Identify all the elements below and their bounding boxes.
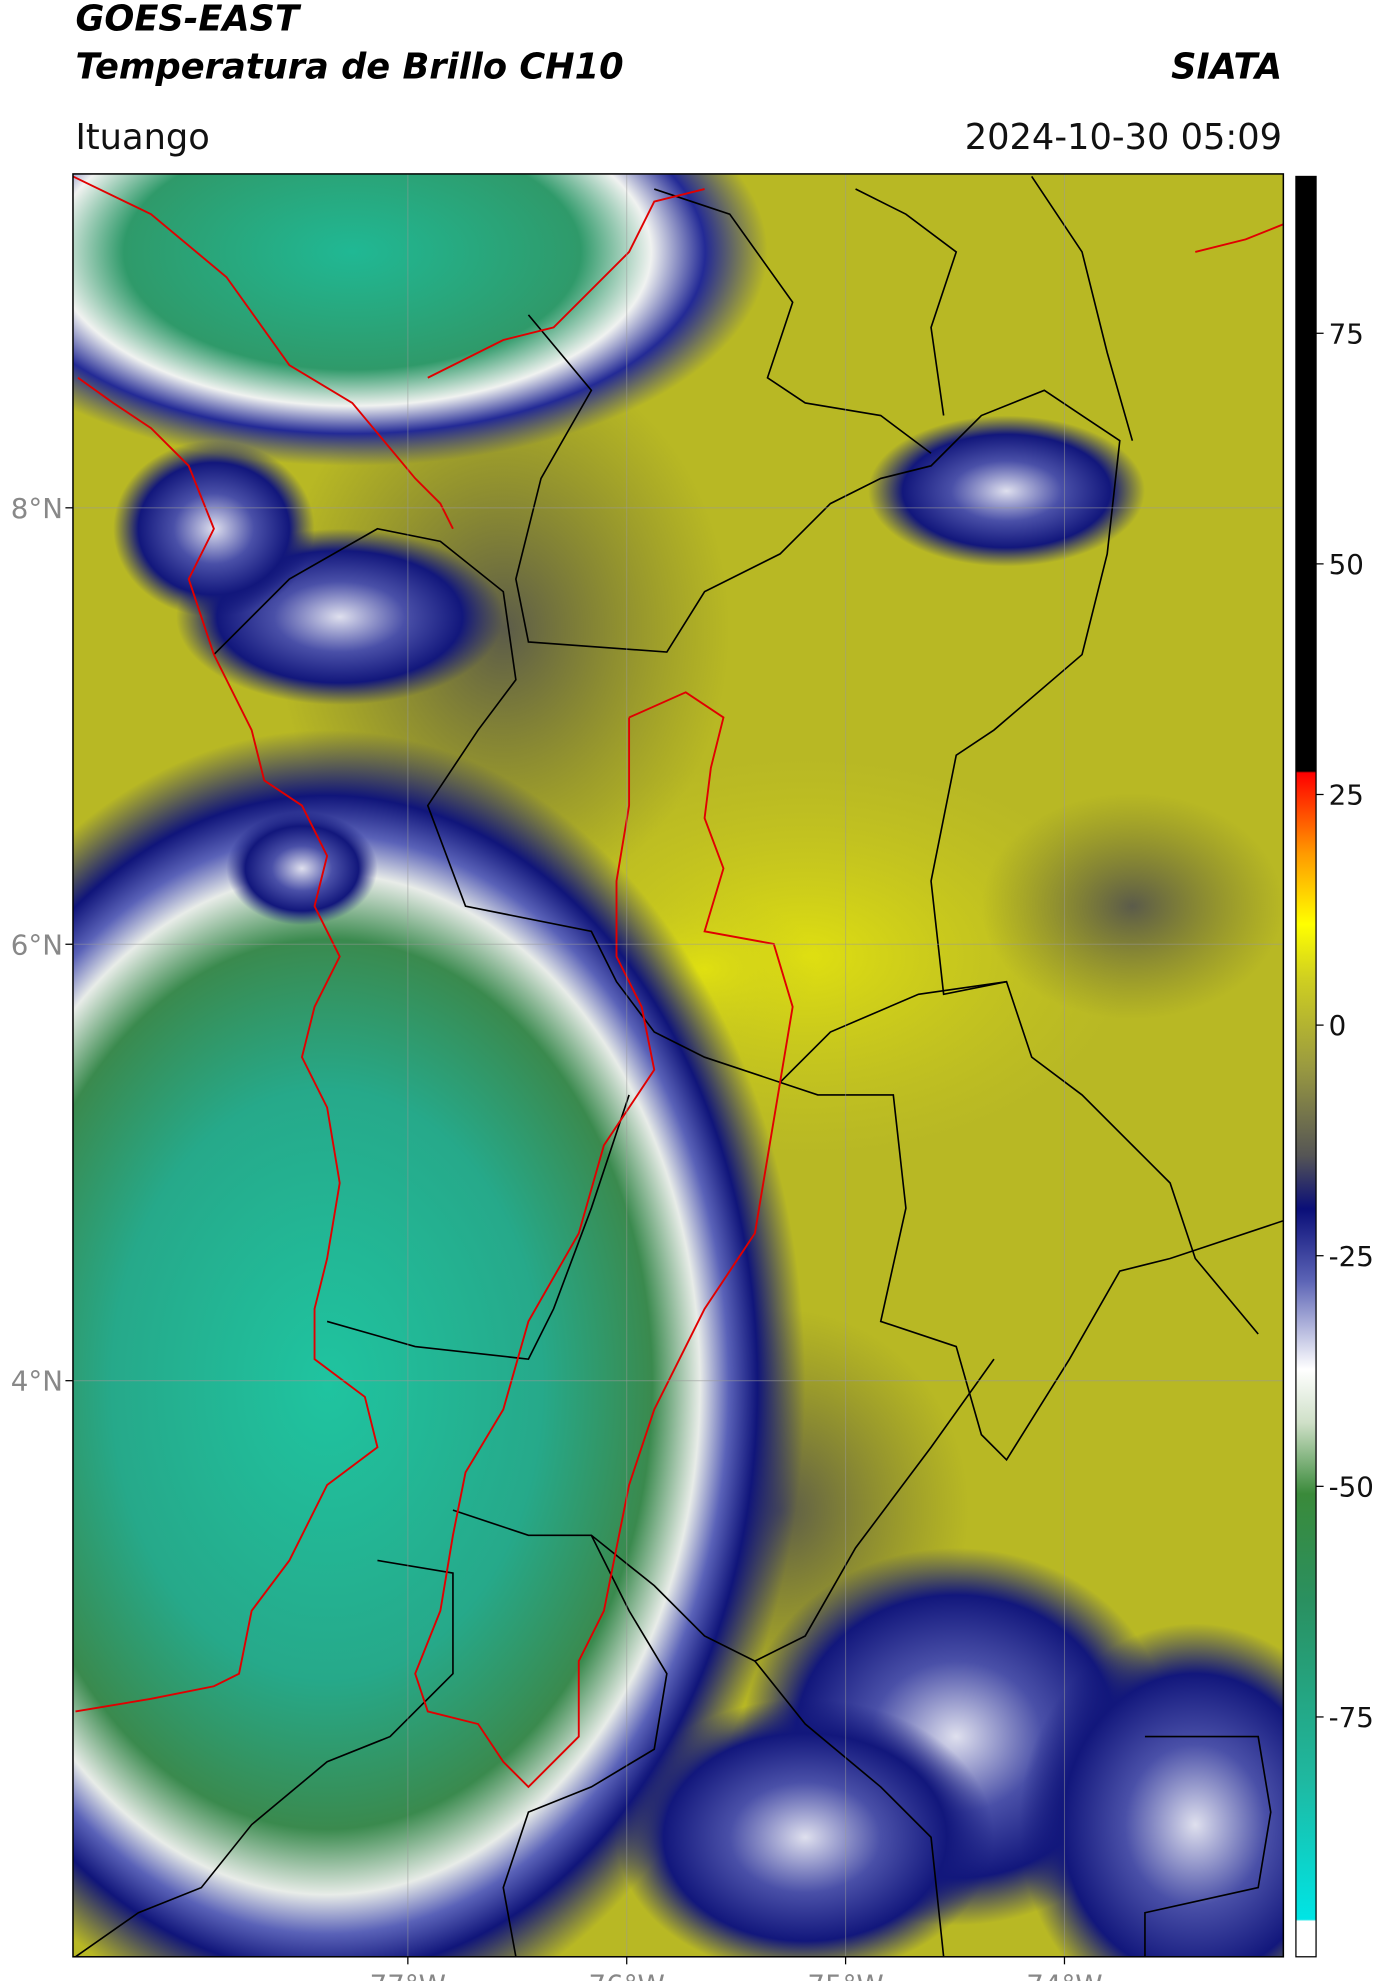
map-frame	[72, 173, 1285, 1958]
title-line-2: Temperatura de Brillo CH10	[75, 46, 623, 87]
title-line-1: GOES-EAST	[75, 0, 302, 40]
x-tick-label: 77°W	[370, 1969, 446, 1981]
x-tick-label: 75°W	[807, 1969, 883, 1981]
y-tick-label: 8°N	[11, 492, 63, 525]
colorbar-tick-label: -50	[1329, 1470, 1374, 1503]
satellite-image	[72, 173, 1284, 1957]
colorbar-tick-label: -75	[1329, 1701, 1374, 1734]
location: Ituango	[75, 117, 209, 158]
x-tick-label: 74°W	[1026, 1969, 1102, 1981]
colorbar-tick-label: -25	[1329, 1240, 1374, 1273]
colorbar	[1295, 175, 1317, 1958]
colorbar-tick-label: 75	[1329, 317, 1364, 350]
colorbar-tick-label: 25	[1329, 779, 1364, 812]
datetime: 2024-10-30 05:09	[965, 117, 1282, 158]
y-tick-label: 6°N	[11, 928, 63, 961]
colorbar-tick-label: 0	[1329, 1009, 1347, 1042]
organization: SIATA	[1171, 46, 1282, 87]
x-tick-label: 76°W	[589, 1969, 665, 1981]
y-tick-label: 4°N	[11, 1365, 63, 1398]
colorbar-tick-label: 50	[1329, 548, 1364, 581]
